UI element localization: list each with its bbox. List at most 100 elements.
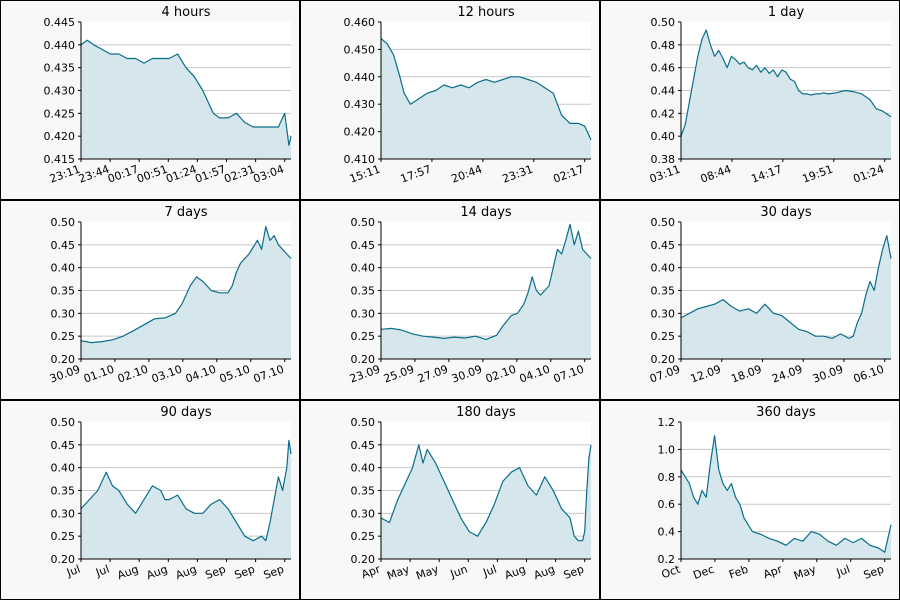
chart-title: 12 hours bbox=[457, 5, 514, 20]
chart-panel: 180 days 0.50 0.45 0.40 0.35 0.30 0.25 0.20 Apr M… bbox=[301, 401, 599, 599]
chart-panel: 30 days 0.50 0.45 0.40 0.35 0.30 0.25 0.20 07.09… bbox=[601, 201, 899, 399]
y-tick-label: 0.44 bbox=[651, 85, 676, 98]
series-line bbox=[380, 223, 592, 340]
x-tick-label: 03:04 bbox=[251, 163, 285, 186]
y-tick-label: 0.20 bbox=[651, 353, 676, 366]
x-tick-label: Jul bbox=[834, 563, 852, 580]
y-tick-label: 0.50 bbox=[351, 216, 376, 229]
y-tick-label: 0.25 bbox=[351, 530, 376, 543]
x-tick-label: 30.09 bbox=[450, 363, 484, 386]
y-tick-label: 0.4 bbox=[658, 526, 676, 539]
y-tick-label: 0.20 bbox=[51, 553, 76, 566]
y-tick-label: 0.425 bbox=[44, 107, 76, 120]
y-tick-label: 0.450 bbox=[344, 43, 376, 56]
x-tick-label: 23.09 bbox=[348, 363, 382, 386]
chart-title: 360 days bbox=[756, 405, 816, 420]
series-area bbox=[81, 40, 291, 159]
x-tick-label: Jun bbox=[448, 563, 470, 581]
x-tick-label: 17:57 bbox=[399, 163, 433, 186]
x-tick-label: 03.10 bbox=[150, 363, 184, 386]
y-tick-label: 0.50 bbox=[51, 416, 76, 429]
y-tick-label: 0.25 bbox=[351, 330, 376, 343]
x-tick-label: Jul bbox=[93, 563, 111, 580]
x-tick-label: 07.09 bbox=[648, 363, 682, 386]
x-tick-label: 04.10 bbox=[518, 363, 552, 386]
series-line bbox=[680, 235, 892, 339]
y-tick-label: 0.30 bbox=[651, 307, 676, 320]
series-line bbox=[80, 39, 292, 146]
x-tick-label: Oct bbox=[660, 562, 683, 581]
x-tick-label: 01.10 bbox=[82, 363, 116, 386]
y-tick-label: 0.35 bbox=[651, 285, 676, 298]
chart-panel: 4 hours 0.445 0.440 0.435 0.430 0.425 0.420 0.4… bbox=[1, 1, 299, 199]
y-tick-label: 0.6 bbox=[658, 498, 676, 511]
x-tick-label: 24.09 bbox=[770, 363, 804, 386]
x-tick-label: 18.09 bbox=[729, 363, 763, 386]
x-tick-label: 19:51 bbox=[801, 163, 835, 186]
x-tick-label: 20:44 bbox=[450, 163, 484, 186]
x-tick-label: Aug bbox=[145, 563, 170, 583]
chart-panel: 12 hours 0.460 0.450 0.440 0.430 0.420 0.410 15… bbox=[301, 1, 599, 199]
y-tick-label: 0.35 bbox=[51, 485, 76, 498]
x-tick-label: 01:24 bbox=[851, 163, 885, 186]
y-tick-label: 0.42 bbox=[651, 107, 676, 120]
y-tick-label: 0.20 bbox=[51, 353, 76, 366]
x-tick-label: 27.09 bbox=[416, 363, 450, 386]
series-area bbox=[681, 30, 891, 159]
x-tick-label: May bbox=[792, 562, 818, 582]
chart-svg: 14 days 0.50 0.45 0.40 0.35 0.30 0.25 0.2023.09… bbox=[348, 205, 592, 386]
y-tick-label: 0.35 bbox=[351, 485, 376, 498]
y-tick-label: 0.38 bbox=[651, 153, 676, 166]
x-tick-label: 23:31 bbox=[501, 163, 535, 186]
x-tick-label: 30.09 bbox=[48, 363, 82, 386]
y-tick-label: 0.50 bbox=[651, 16, 676, 29]
series-area bbox=[381, 444, 591, 559]
y-tick-label: 0.430 bbox=[344, 98, 376, 111]
series-line bbox=[680, 435, 892, 553]
chart-svg: 4 hours 0.445 0.440 0.435 0.430 0.425 0.420 0.4… bbox=[44, 5, 292, 186]
x-tick-label: Apr bbox=[360, 562, 383, 581]
y-tick-label: 0.40 bbox=[51, 262, 76, 275]
chart-title: 90 days bbox=[160, 405, 212, 420]
y-tick-label: 0.45 bbox=[51, 239, 76, 252]
y-tick-label: 0.40 bbox=[651, 262, 676, 275]
x-tick-label: Apr bbox=[762, 562, 785, 581]
chart-title: 1 day bbox=[768, 5, 805, 20]
series-line bbox=[80, 439, 292, 542]
y-tick-label: 0.420 bbox=[44, 130, 76, 143]
y-tick-label: 0.420 bbox=[344, 126, 376, 139]
y-tick-label: 0.30 bbox=[351, 307, 376, 320]
y-tick-label: 0.20 bbox=[351, 353, 376, 366]
series-line bbox=[380, 37, 592, 141]
chart-svg: 12 hours 0.460 0.450 0.440 0.430 0.420 0.41015… bbox=[344, 5, 592, 186]
y-tick-label: 0.415 bbox=[44, 153, 76, 166]
series-area bbox=[381, 224, 591, 359]
series-area bbox=[81, 226, 291, 359]
y-tick-label: 0.25 bbox=[51, 330, 76, 343]
chart-panel: 90 days 0.50 0.45 0.40 0.35 0.30 0.25 0.20 Jul Ju… bbox=[1, 401, 299, 599]
series-area bbox=[681, 235, 891, 359]
y-tick-label: 0.45 bbox=[651, 239, 676, 252]
y-tick-label: 0.20 bbox=[351, 553, 376, 566]
y-tick-label: 0.445 bbox=[44, 16, 76, 29]
y-tick-label: 0.2 bbox=[658, 553, 676, 566]
y-tick-label: 0.45 bbox=[51, 439, 76, 452]
y-tick-label: 0.440 bbox=[344, 71, 376, 84]
y-tick-label: 1.0 bbox=[658, 443, 676, 456]
x-tick-label: Aug bbox=[116, 563, 141, 583]
series-area bbox=[681, 435, 891, 559]
x-tick-label: 08:44 bbox=[699, 163, 733, 186]
x-tick-label: 12.09 bbox=[689, 363, 723, 386]
y-tick-label: 0.45 bbox=[351, 439, 376, 452]
y-tick-label: 0.48 bbox=[651, 39, 676, 52]
x-tick-label: May bbox=[385, 562, 411, 582]
x-tick-label: 25.09 bbox=[382, 363, 416, 386]
y-tick-label: 0.440 bbox=[44, 39, 76, 52]
y-tick-label: 0.25 bbox=[51, 530, 76, 543]
chart-title: 14 days bbox=[460, 205, 512, 220]
x-tick-label: 07.10 bbox=[552, 363, 586, 386]
